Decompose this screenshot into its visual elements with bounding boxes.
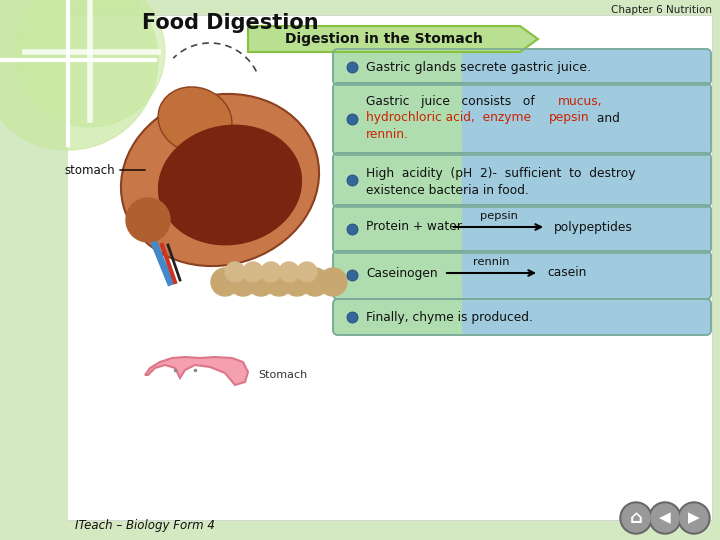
Text: mucus,: mucus,: [558, 96, 603, 109]
FancyBboxPatch shape: [68, 40, 333, 520]
Text: Digestion in the Stomach: Digestion in the Stomach: [285, 32, 483, 46]
Text: rennin.: rennin.: [366, 127, 409, 140]
FancyBboxPatch shape: [333, 205, 711, 253]
FancyBboxPatch shape: [462, 49, 711, 85]
Circle shape: [229, 268, 257, 296]
Text: stomach: stomach: [64, 164, 115, 177]
Text: hydrochloric acid,  enzyme: hydrochloric acid, enzyme: [366, 111, 539, 125]
FancyBboxPatch shape: [462, 83, 711, 155]
Circle shape: [0, 0, 158, 150]
Text: ◀: ◀: [659, 510, 671, 525]
Circle shape: [279, 262, 299, 282]
Text: Stomach: Stomach: [258, 370, 307, 380]
FancyBboxPatch shape: [333, 83, 711, 155]
Polygon shape: [248, 26, 538, 52]
Circle shape: [126, 198, 170, 242]
Text: Chapter 6 Nutrition: Chapter 6 Nutrition: [611, 5, 712, 15]
Circle shape: [265, 268, 293, 296]
FancyBboxPatch shape: [462, 205, 711, 253]
Text: ▶: ▶: [688, 510, 700, 525]
FancyBboxPatch shape: [333, 49, 711, 85]
Ellipse shape: [121, 94, 319, 266]
Text: Food Digestion: Food Digestion: [142, 13, 318, 33]
FancyBboxPatch shape: [462, 153, 711, 207]
Text: Finally, chyme is produced.: Finally, chyme is produced.: [366, 310, 533, 323]
Text: pepsin: pepsin: [480, 211, 518, 221]
Circle shape: [211, 268, 239, 296]
Polygon shape: [145, 357, 248, 385]
Text: ITeach – Biology Form 4: ITeach – Biology Form 4: [75, 519, 215, 532]
Text: casein: casein: [547, 267, 586, 280]
Text: Caseinogen: Caseinogen: [366, 267, 438, 280]
Circle shape: [297, 262, 317, 282]
Circle shape: [243, 262, 263, 282]
FancyBboxPatch shape: [68, 15, 712, 520]
Circle shape: [283, 268, 311, 296]
Text: polypeptides: polypeptides: [554, 220, 633, 233]
FancyBboxPatch shape: [462, 299, 711, 335]
Text: and: and: [593, 111, 620, 125]
Text: Gastric glands secrete gastric juice.: Gastric glands secrete gastric juice.: [366, 60, 591, 73]
Text: rennin: rennin: [473, 257, 510, 267]
Text: Gastric   juice   consists   of: Gastric juice consists of: [366, 96, 546, 109]
FancyBboxPatch shape: [462, 251, 711, 299]
FancyBboxPatch shape: [333, 299, 711, 335]
Circle shape: [301, 268, 329, 296]
Circle shape: [261, 262, 281, 282]
Circle shape: [225, 262, 245, 282]
Circle shape: [247, 268, 275, 296]
Circle shape: [620, 502, 652, 534]
Circle shape: [651, 504, 679, 532]
FancyBboxPatch shape: [333, 251, 711, 299]
Text: Protein + water: Protein + water: [366, 220, 462, 233]
Circle shape: [678, 502, 710, 534]
Text: pepsin: pepsin: [549, 111, 590, 125]
Text: ⌂: ⌂: [629, 509, 642, 527]
Circle shape: [15, 0, 165, 127]
Ellipse shape: [158, 125, 302, 245]
Circle shape: [680, 504, 708, 532]
Text: High  acidity  (pH  2)-  sufficient  to  destroy: High acidity (pH 2)- sufficient to destr…: [366, 167, 636, 180]
Circle shape: [622, 504, 650, 532]
Circle shape: [649, 502, 681, 534]
Text: existence bacteria in food.: existence bacteria in food.: [366, 184, 529, 197]
FancyBboxPatch shape: [333, 153, 711, 207]
Circle shape: [319, 268, 347, 296]
Ellipse shape: [158, 87, 232, 153]
